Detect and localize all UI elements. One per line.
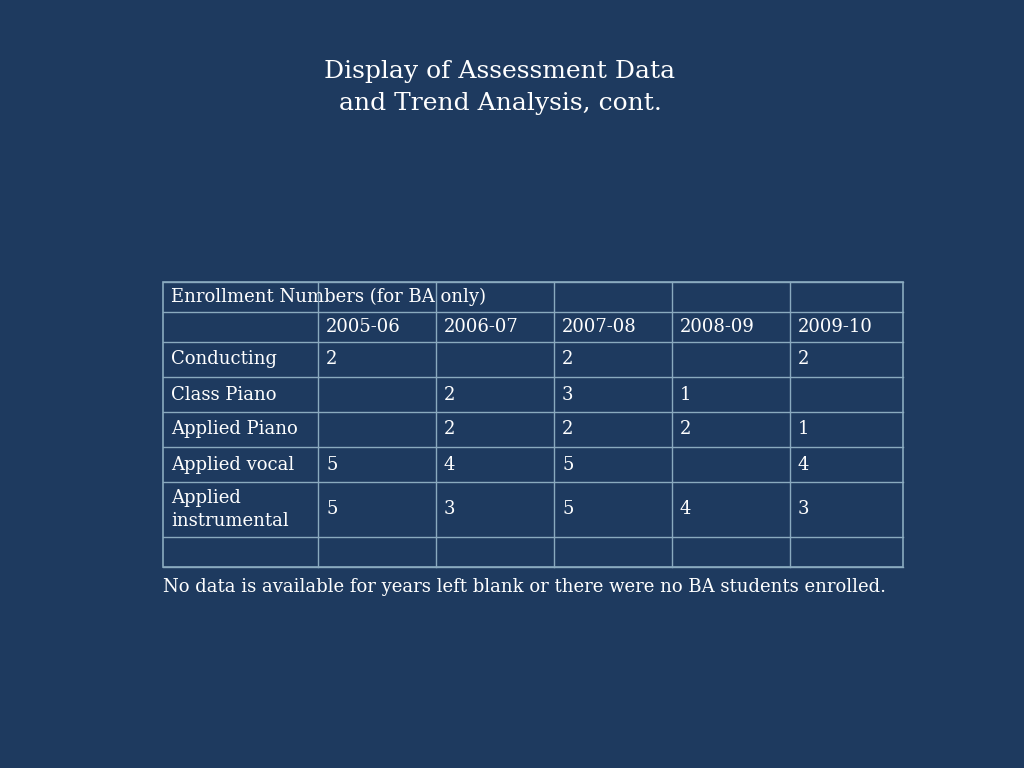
- Text: 3: 3: [798, 501, 810, 518]
- Text: 2009-10: 2009-10: [798, 318, 872, 336]
- Text: 2: 2: [444, 386, 456, 403]
- Text: 4: 4: [444, 455, 456, 474]
- Text: 2: 2: [444, 421, 456, 439]
- Text: 2: 2: [562, 350, 573, 369]
- Text: 5: 5: [562, 501, 573, 518]
- Bar: [163, 282, 903, 567]
- Text: Enrollment Numbers (for BA only): Enrollment Numbers (for BA only): [171, 288, 486, 306]
- Text: 2: 2: [680, 421, 691, 439]
- Text: 1: 1: [680, 386, 691, 403]
- Text: 5: 5: [326, 501, 337, 518]
- Text: 3: 3: [444, 501, 456, 518]
- Text: 5: 5: [326, 455, 337, 474]
- Text: 4: 4: [798, 455, 809, 474]
- Text: 5: 5: [562, 455, 573, 474]
- Text: 1: 1: [798, 421, 810, 439]
- Text: 2007-08: 2007-08: [562, 318, 637, 336]
- Text: 2: 2: [562, 421, 573, 439]
- Text: 2005-06: 2005-06: [326, 318, 400, 336]
- Text: 2: 2: [798, 350, 809, 369]
- Text: Class Piano: Class Piano: [171, 386, 276, 403]
- Text: 2008-09: 2008-09: [680, 318, 755, 336]
- Text: Conducting: Conducting: [171, 350, 278, 369]
- Text: 3: 3: [562, 386, 573, 403]
- Text: 2006-07: 2006-07: [444, 318, 519, 336]
- Text: Display of Assessment Data
and Trend Analysis, cont.: Display of Assessment Data and Trend Ana…: [325, 60, 676, 115]
- Text: Applied Piano: Applied Piano: [171, 421, 298, 439]
- Text: Applied vocal: Applied vocal: [171, 455, 294, 474]
- Text: 4: 4: [680, 501, 691, 518]
- Text: 2: 2: [326, 350, 337, 369]
- Text: No data is available for years left blank or there were no BA students enrolled.: No data is available for years left blan…: [163, 578, 886, 596]
- Text: Applied
instrumental: Applied instrumental: [171, 489, 289, 530]
